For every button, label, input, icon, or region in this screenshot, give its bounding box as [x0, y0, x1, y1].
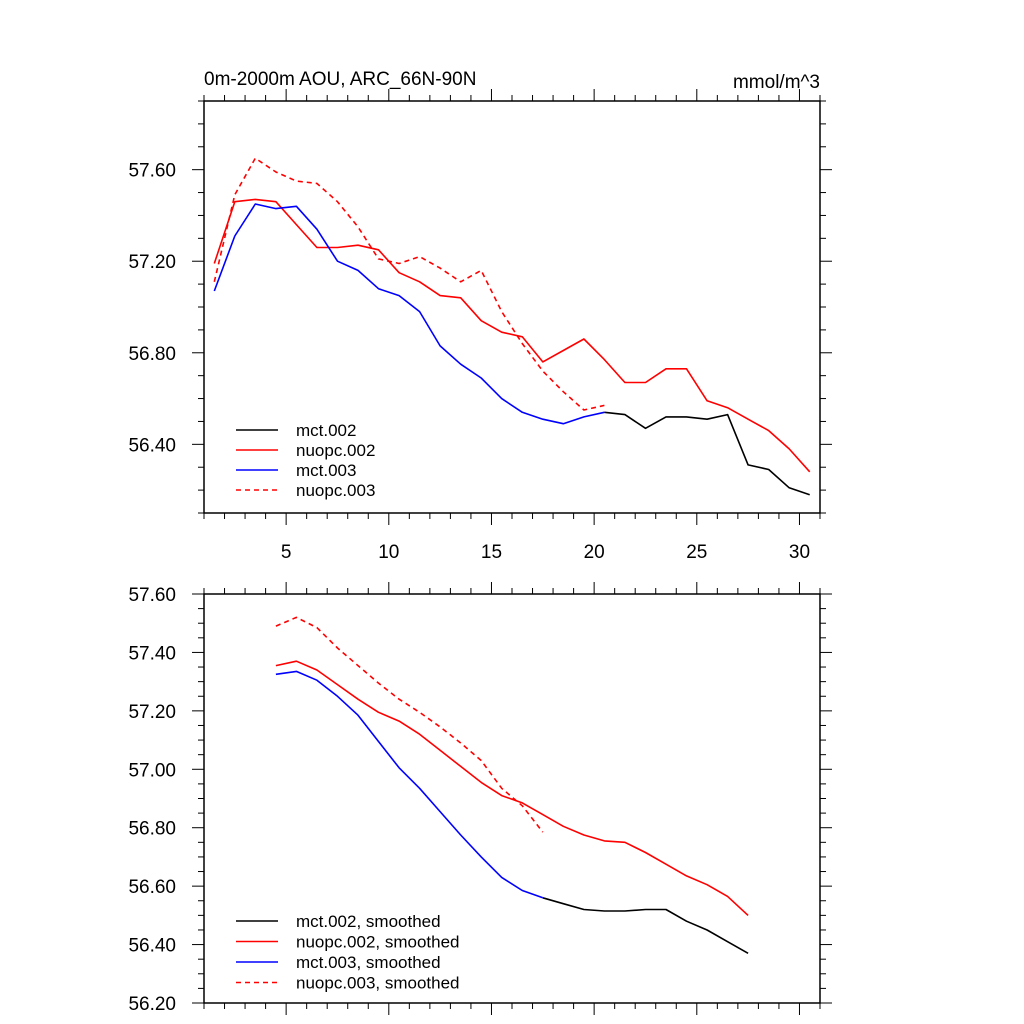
y-tick-label: 56.20 [128, 994, 176, 1015]
y-tick-label: 56.80 [128, 344, 176, 365]
legend-label: mct.003, smoothed [296, 953, 441, 972]
bottom-plot-frame [203, 593, 821, 1004]
series-line-nuopc-002-smoothed [275, 660, 749, 916]
y-tick-label: 56.60 [128, 877, 176, 898]
y-tick-label: 57.20 [128, 252, 176, 273]
legend-label: nuopc.002, smoothed [296, 933, 460, 952]
y-tick-label: 56.40 [128, 435, 176, 456]
bottom-legend: mct.002, smoothed nuopc.002, smoothedmct.… [236, 912, 460, 993]
y-tick-label: 56.80 [128, 819, 176, 840]
top-panel: 0m-2000m AOU, ARC_66N-90N mmol/m^3 5 10 15… [128, 69, 832, 563]
y-tick-label: 57.40 [128, 643, 176, 664]
series-line-nuopc-002 [213, 198, 811, 473]
y-tick-label: 57.20 [128, 702, 176, 723]
bottom-axes: 56.20 56.40 56.60 56.80 57.00 57.20 57.40 57.60 [128, 582, 832, 1015]
series-line-nuopc-003-smoothed [275, 616, 544, 833]
series-line-mct-003-smoothed [275, 670, 544, 899]
x-tick-label: 5 [281, 542, 292, 563]
series-line-mct-002-smoothed [542, 897, 749, 954]
x-tick-label: 10 [378, 542, 399, 563]
legend-label: nuopc.003, smoothed [296, 974, 460, 993]
x-tick-label: 20 [584, 542, 605, 563]
legend-label: nuopc.002 [296, 441, 375, 460]
x-tick-label: 25 [686, 542, 707, 563]
legend-label: nuopc.003 [296, 481, 375, 500]
top-series [213, 157, 811, 496]
series-line-mct-002 [604, 411, 810, 496]
legend-label: mct.002 [296, 421, 356, 440]
y-tick-label: 57.60 [128, 585, 176, 606]
bottom-series [275, 616, 749, 954]
x-tick-label: 15 [481, 542, 502, 563]
bottom-panel: 56.20 56.40 56.60 56.80 57.00 57.20 57.40 57.60… [128, 582, 832, 1015]
units-label: mmol/m^3 [733, 72, 820, 93]
x-tick-label: 30 [789, 542, 810, 563]
y-tick-label: 56.40 [128, 936, 176, 957]
legend-label: mct.002, smoothed [296, 912, 441, 931]
series-line-nuopc-003 [213, 157, 605, 411]
series-line-mct-003 [213, 203, 605, 425]
top-axes: 5 10 15 20 25 30 56.40 56.80 57.20 57.60 [128, 89, 832, 563]
top-plot-frame [203, 100, 821, 514]
chart-title: 0m-2000m AOU, ARC_66N-90N [204, 69, 476, 90]
y-tick-label: 57.00 [128, 760, 176, 781]
legend-label: mct.003 [296, 461, 356, 480]
y-tick-label: 57.60 [128, 161, 176, 182]
